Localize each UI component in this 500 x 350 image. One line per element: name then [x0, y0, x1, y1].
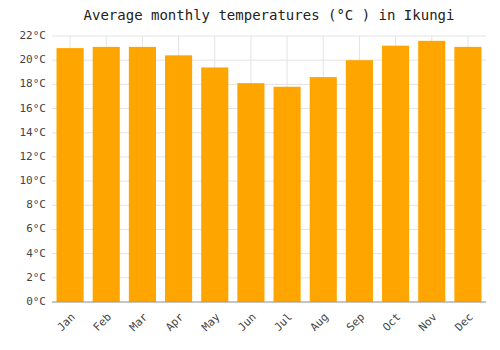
x-tick-label: Mar	[127, 310, 151, 334]
bar	[129, 47, 156, 302]
y-tick-label: 8°C	[26, 198, 46, 211]
x-tick-label: Apr	[163, 310, 187, 334]
y-tick-label: 6°C	[26, 222, 46, 235]
bars	[57, 41, 482, 302]
bar	[93, 47, 120, 302]
x-tick-label: Aug	[308, 311, 331, 334]
y-tick-label: 20°C	[20, 53, 47, 66]
chart: 0°C 2°C 4°C 6°C 8°C 10°C 12°C 14°C 16°C 18°C 20°C 2…	[0, 0, 500, 350]
y-tick-label: 2°C	[26, 271, 46, 284]
y-tick-label: 4°C	[26, 247, 46, 260]
title: Average monthly temperatures (°C ) in Ik…	[84, 7, 455, 23]
x-tick-label: Feb	[91, 311, 114, 334]
y-tick-label: 0°C	[26, 295, 46, 308]
y-tick-label: 22°C	[20, 29, 47, 42]
y-tick-label: 18°C	[20, 77, 47, 90]
x-tick-label: Nov	[416, 310, 440, 334]
bar	[237, 83, 264, 302]
grid	[52, 36, 486, 302]
bar	[418, 41, 445, 302]
grid-line-y	[52, 302, 486, 303]
y-tick-label: 12°C	[20, 150, 47, 163]
y-tick-label: 16°C	[20, 102, 47, 115]
bar	[382, 46, 409, 302]
bar	[201, 67, 228, 302]
bar	[274, 87, 301, 302]
bar	[165, 55, 192, 302]
x-tick-label: Oct	[380, 311, 403, 334]
x-tick-label: May	[199, 310, 223, 334]
bar	[454, 47, 481, 302]
bar	[346, 60, 373, 302]
y-tick-label: 14°C	[20, 126, 47, 139]
x-axis-line	[52, 302, 486, 303]
x-tick-label: Sep	[344, 311, 367, 334]
bar	[310, 77, 337, 302]
grid-line-y	[52, 36, 486, 37]
x-tick-label: Jan	[55, 311, 78, 334]
y-tick-label: 10°C	[20, 174, 47, 187]
x-tick-label: Jun	[235, 311, 258, 334]
chart-container: 0°C 2°C 4°C 6°C 8°C 10°C 12°C 14°C 16°C 18°C 20°C 2…	[0, 0, 500, 350]
x-tick-label: Jul	[272, 311, 295, 334]
bar	[57, 48, 84, 302]
x-tick-label: Dec	[452, 311, 475, 334]
